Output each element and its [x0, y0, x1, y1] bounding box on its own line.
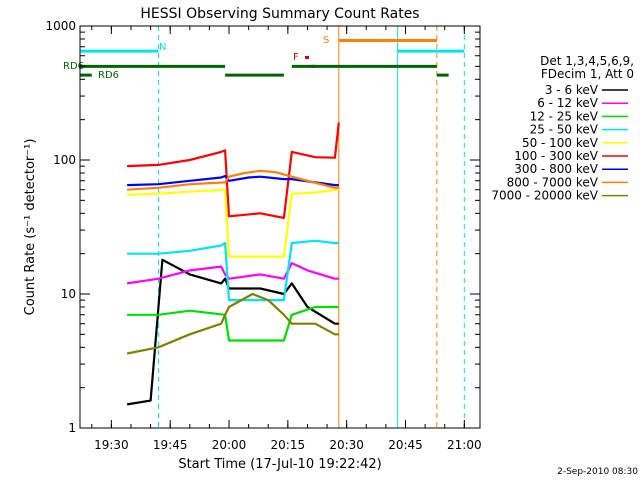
- legend-label-6: 300 - 800 keV: [514, 162, 598, 176]
- y-tick-label-0: 1: [68, 421, 76, 435]
- legend-header-line-2: FDecim 1, Att 0: [541, 67, 634, 81]
- y-tick-label-2: 100: [53, 153, 76, 167]
- legend-label-8: 7000 - 20000 keV: [491, 189, 598, 203]
- flag-label-3: RD6: [63, 61, 84, 72]
- x-tick-label-2: 20:00: [212, 438, 247, 452]
- plot-frame: [79, 25, 481, 429]
- y-axis-label: Count Rate (s⁻¹ detector⁻¹): [23, 139, 38, 316]
- flare-marker: [305, 56, 309, 59]
- x-tick-label-6: 21:00: [447, 438, 482, 452]
- series-line-4: [127, 188, 339, 258]
- legend-label-1: 6 - 12 keV: [537, 96, 599, 110]
- series-line-3: [127, 239, 339, 302]
- x-tick-label-4: 20:30: [329, 438, 364, 452]
- axis-ticks: 19:30 19:45 20:00 20:15 20:30 20:45 21:00 1 10 10…: [45, 19, 481, 452]
- flag-label-1: S: [323, 35, 329, 46]
- flag-label-2: F: [293, 52, 299, 63]
- legend: Det 1,3,4,5,6,9, FDecim 1, Att 0 3 - 6 k…: [491, 54, 634, 203]
- series-line-5: [127, 122, 340, 219]
- x-axis-label: Start Time (17-Jul-10 19:22:42): [178, 457, 381, 472]
- series-line-8: [126, 292, 339, 355]
- x-tick-label-1: 19:45: [153, 438, 188, 452]
- legend-label-7: 800 - 7000 keV: [507, 175, 599, 189]
- legend-label-0: 3 - 6 keV: [545, 83, 599, 97]
- y-tick-label-1: 10: [61, 287, 76, 301]
- y-tick-label-3: 1000: [45, 19, 76, 33]
- series-line-2: [127, 305, 339, 342]
- legend-label-5: 100 - 300 keV: [514, 149, 598, 163]
- footer-timestamp: 2-Sep-2010 08:30: [557, 467, 638, 477]
- legend-label-4: 50 - 100 keV: [522, 136, 599, 150]
- legend-label-2: 12 - 25 keV: [530, 109, 599, 123]
- series-line-7: [127, 169, 339, 191]
- flag-bars: N S F RD6 RD6: [63, 35, 465, 81]
- x-tick-label-5: 20:45: [388, 438, 423, 452]
- chart-title: HESSI Observing Summary Count Rates: [140, 6, 419, 22]
- legend-label-3: 25 - 50 keV: [530, 123, 599, 137]
- x-tick-label-3: 20:15: [271, 438, 306, 452]
- series-group: [126, 122, 340, 406]
- x-tick-label-0: 19:30: [94, 438, 129, 452]
- flag-label-0: N: [159, 42, 166, 53]
- series-line-1: [126, 262, 339, 285]
- flag-label-4: RD6: [98, 70, 119, 81]
- legend-header-line-1: Det 1,3,4,5,6,9,: [540, 54, 634, 68]
